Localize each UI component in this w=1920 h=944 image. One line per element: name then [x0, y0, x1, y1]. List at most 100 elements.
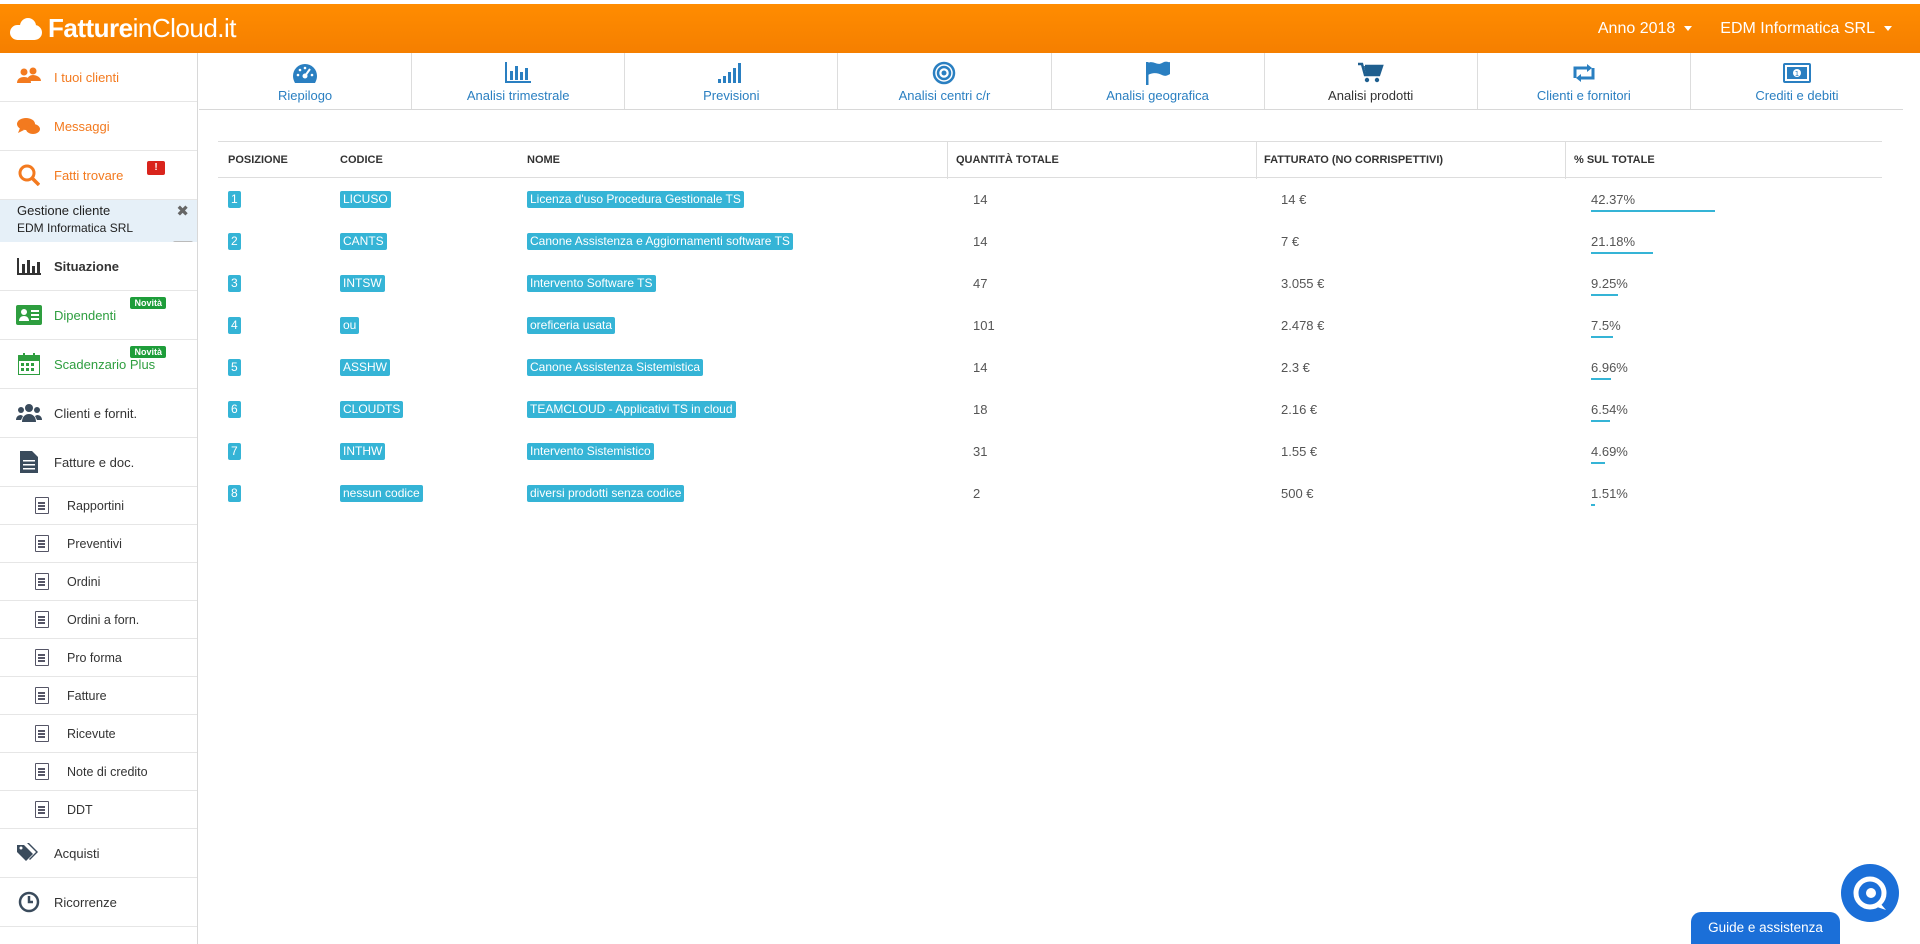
code-tag: ASSHW: [340, 358, 391, 376]
tab-label: Analisi prodotti: [1328, 87, 1414, 103]
search-icon: [16, 162, 42, 188]
code-tag: CLOUDTS: [340, 400, 404, 418]
percent-cell: 6.54%: [1591, 401, 1628, 422]
target-icon: [932, 60, 956, 86]
table-row[interactable]: 3 INTSW Intervento Software TS 47 3.055 € 9.2…: [218, 262, 1882, 304]
percent-label: 21.18%: [1591, 233, 1636, 249]
sidebar-item-dipendenti[interactable]: Dipendenti Novità: [0, 291, 197, 340]
products-table: POSIZIONE CODICE NOME QUANTITÀ TOTALE FA…: [218, 141, 1882, 514]
sidebar-item-acquisti[interactable]: Acquisti: [0, 829, 197, 878]
document-icon: [35, 801, 49, 818]
header-posizione[interactable]: POSIZIONE: [228, 153, 288, 166]
tab-analisi-trimestrale[interactable]: Analisi trimestrale: [412, 53, 626, 109]
column-divider: [1565, 142, 1566, 179]
table-row[interactable]: 4 ou oreficeria usata 101 2.478 € 7.5%: [218, 304, 1882, 346]
tab-analisi-centri[interactable]: Analisi centri c/r: [838, 53, 1052, 109]
new-badge: Novità: [130, 346, 166, 358]
chat-bubbles-icon: [16, 113, 42, 139]
percent-cell: 9.25%: [1591, 276, 1628, 296]
signal-icon: [718, 60, 744, 86]
table-row[interactable]: 5 ASSHW Canone Assistenza Sistemistica 14 2.…: [218, 346, 1882, 388]
position-tag: 3: [228, 274, 241, 292]
tab-analisi-prodotti[interactable]: Analisi prodotti: [1265, 53, 1478, 109]
logo[interactable]: Fatture inCloud.it: [8, 13, 237, 44]
sidebar-subitem-fatture[interactable]: Fatture: [0, 677, 197, 715]
gestione-client-name: EDM Informatica SRL: [17, 221, 134, 235]
sidebar-item-label: Clienti e fornit.: [54, 405, 138, 421]
year-dropdown[interactable]: Anno 2018: [1598, 20, 1693, 38]
sidebar-item-ricorrenze[interactable]: Ricorrenze: [0, 878, 197, 927]
percent-cell: 21.18%: [1591, 233, 1653, 254]
sidebar-item-situazione[interactable]: Situazione: [0, 242, 197, 291]
qty-cell: 2: [973, 485, 981, 501]
header-quantita[interactable]: QUANTITÀ TOTALE: [956, 153, 1059, 166]
sidebar-item-label: Ricorrenze: [54, 894, 117, 910]
sidebar-subitem-rapportini[interactable]: Rapportini: [0, 487, 197, 525]
table-row[interactable]: 7 INTHW Intervento Sistemistico 31 1.55 € 4.6…: [218, 430, 1882, 472]
position-tag: 1: [228, 190, 241, 208]
document-icon: [16, 449, 42, 475]
code-tag: LICUSO: [340, 190, 391, 208]
sidebar-subitem-ordini[interactable]: Ordini: [0, 563, 197, 601]
code-tag: INTHW: [340, 442, 386, 460]
flag-icon: [1145, 60, 1171, 86]
header-percentuale[interactable]: % SUL TOTALE: [1574, 153, 1655, 166]
document-icon: [35, 611, 49, 628]
tab-clienti-fornitori[interactable]: Clienti e fornitori: [1478, 53, 1691, 109]
position-tag: 4: [228, 316, 241, 334]
header-nome[interactable]: NOME: [527, 153, 560, 166]
position-tag: 7: [228, 442, 241, 460]
calendar-icon: [16, 351, 42, 377]
sidebar-subitem-note-credito[interactable]: Note di credito: [0, 753, 197, 791]
tab-previsioni[interactable]: Previsioni: [625, 53, 839, 109]
guide-assistance-button[interactable]: Guide e assistenza: [1691, 912, 1840, 944]
revenue-cell: 14 €: [1281, 191, 1307, 207]
sidebar-subitem-pro-forma[interactable]: Pro forma: [0, 639, 197, 677]
code-tag: nessun codice: [340, 484, 423, 502]
percent-bar: [1591, 419, 1611, 422]
percent-label: 6.54%: [1591, 401, 1628, 417]
sidebar-subitem-ordini-forn[interactable]: Ordini a forn.: [0, 601, 197, 639]
chat-icon: [1853, 876, 1887, 910]
sidebar-subitem-ricevute[interactable]: Ricevute: [0, 715, 197, 753]
tab-analisi-geografica[interactable]: Analisi geografica: [1052, 53, 1265, 109]
new-badge: Novità: [130, 297, 166, 309]
close-icon[interactable]: ✖: [176, 203, 189, 220]
svg-text:1: 1: [1795, 70, 1799, 78]
sidebar-item-clienti-fornit[interactable]: Clienti e fornit.: [0, 389, 197, 438]
percent-cell: 42.37%: [1591, 192, 1715, 212]
sidebar-subitem-ddt[interactable]: DDT: [0, 791, 197, 829]
percent-bar: [1591, 209, 1715, 212]
sidebar-item-label: Acquisti: [54, 845, 100, 861]
name-tag: Licenza d'uso Procedura Gestionale TS: [527, 190, 744, 208]
tab-riepilogo[interactable]: Riepilogo: [199, 53, 413, 109]
header-codice[interactable]: CODICE: [340, 153, 383, 166]
sidebar-item-fatture-doc[interactable]: Fatture e doc.: [0, 438, 197, 487]
company-dropdown[interactable]: EDM Informatica SRL: [1720, 20, 1892, 38]
tab-label: Analisi centri c/r: [898, 87, 991, 103]
name-tag: TEAMCLOUD - Applicativi TS in cloud: [527, 400, 736, 418]
gestione-title: Gestione cliente: [17, 203, 111, 218]
percent-label: 4.69%: [1591, 443, 1628, 459]
sidebar-item-label: Fatture e doc.: [54, 454, 135, 470]
tab-label: Riepilogo: [277, 87, 333, 103]
sidebar-item-clienti[interactable]: I tuoi clienti: [0, 53, 197, 102]
chat-button[interactable]: [1841, 864, 1899, 922]
sidebar-item-scadenzario[interactable]: Scadenzario Plus Novità: [0, 340, 197, 389]
sidebar-subitem-label: Rapportini: [67, 498, 124, 513]
qty-cell: 101: [973, 317, 995, 333]
header-fatturato[interactable]: FATTURATO (NO CORRISPETTIVI): [1264, 153, 1444, 166]
dashboard-icon: [292, 60, 318, 86]
table-row[interactable]: 8 nessun codice diversi prodotti senza cod…: [218, 472, 1882, 514]
gestione-cliente-panel: Gestione cliente EDM Informatica SRL ✖ ✎: [0, 200, 197, 259]
tab-crediti-debiti[interactable]: 1 Crediti e debiti: [1691, 53, 1903, 109]
sidebar-subitem-label: DDT: [67, 802, 93, 817]
table-row[interactable]: 2 CANTS Canone Assistenza e Aggiornamenti …: [218, 220, 1882, 262]
sidebar-item-messaggi[interactable]: Messaggi: [0, 102, 197, 151]
table-row[interactable]: 6 CLOUDTS TEAMCLOUD - Applicativi TS in cl…: [218, 388, 1882, 430]
sidebar-item-fatti-trovare[interactable]: Fatti trovare !: [0, 151, 197, 200]
table-row[interactable]: 1 LICUSO Licenza d'uso Procedura Gestional…: [218, 178, 1882, 220]
name-tag: Intervento Software TS: [527, 274, 656, 292]
sidebar-subitem-preventivi[interactable]: Preventivi: [0, 525, 197, 563]
cart-icon: [1357, 60, 1384, 86]
